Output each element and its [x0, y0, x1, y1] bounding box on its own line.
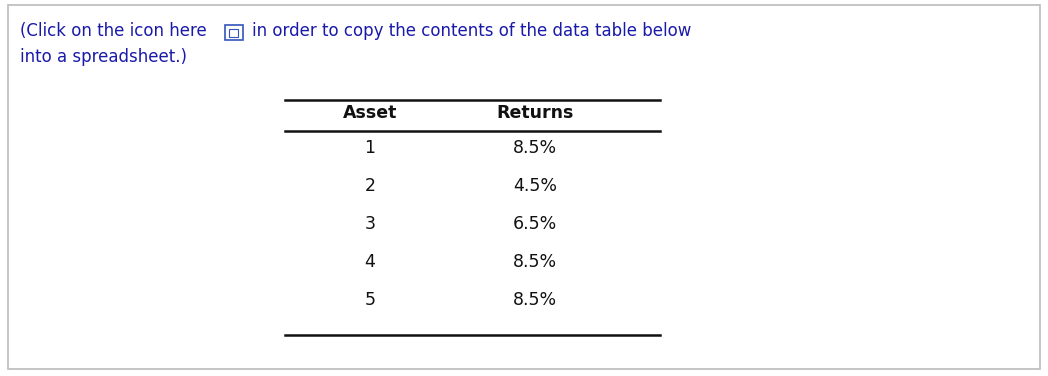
- FancyBboxPatch shape: [225, 25, 243, 40]
- Text: 8.5%: 8.5%: [512, 291, 558, 309]
- Text: 5: 5: [365, 291, 375, 309]
- Text: 4.5%: 4.5%: [514, 177, 556, 195]
- Text: 8.5%: 8.5%: [512, 139, 558, 157]
- Text: 6.5%: 6.5%: [512, 215, 558, 233]
- Text: 2: 2: [365, 177, 375, 195]
- Text: 8.5%: 8.5%: [512, 253, 558, 271]
- Text: (Click on the icon here: (Click on the icon here: [20, 22, 212, 40]
- Text: into a spreadsheet.): into a spreadsheet.): [20, 48, 187, 66]
- Text: in order to copy the contents of the data table below: in order to copy the contents of the dat…: [252, 22, 692, 40]
- Text: Asset: Asset: [343, 104, 397, 122]
- Text: 3: 3: [365, 215, 375, 233]
- Text: 4: 4: [365, 253, 375, 271]
- Bar: [230, 29, 238, 37]
- Text: 1: 1: [365, 139, 375, 157]
- Text: Returns: Returns: [497, 104, 573, 122]
